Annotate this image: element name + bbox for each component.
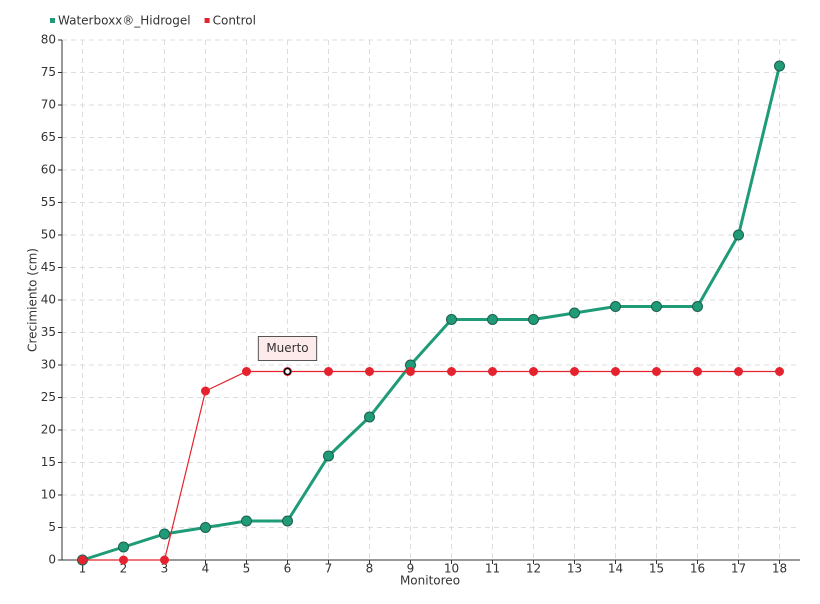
series-line (82, 370, 780, 561)
data-point (282, 515, 293, 527)
data-point (160, 555, 169, 565)
data-point (78, 555, 87, 565)
data-point (611, 367, 620, 376)
data-point (570, 367, 579, 376)
data-point (447, 367, 456, 376)
x-tick-label: 13 (567, 562, 582, 576)
data-point (692, 301, 703, 312)
data-point (569, 307, 580, 319)
data-point (324, 367, 333, 376)
y-tick-label: 10 (41, 488, 56, 502)
legend-swatch (204, 18, 210, 23)
y-tick-label: 5 (48, 520, 56, 534)
data-point (365, 367, 374, 376)
data-point (323, 450, 334, 462)
y-tick-label: 25 (41, 390, 56, 404)
data-point (693, 367, 702, 376)
data-point (487, 314, 498, 325)
data-point (529, 367, 538, 376)
data-point (652, 367, 661, 376)
x-tick-label: 3 (161, 562, 169, 576)
annotation-box (257, 336, 318, 361)
legend-label: Control (213, 14, 256, 28)
data-point (734, 367, 743, 376)
y-tick-label: 60 (41, 163, 56, 177)
y-tick-label: 30 (41, 358, 56, 372)
legend-label: Waterboxx®_Hidrogel (58, 14, 191, 28)
data-point (200, 522, 211, 533)
y-tick-label: 55 (41, 195, 56, 209)
y-axis-label: Crecimiento (cm) (26, 248, 40, 352)
annotation-label: Muerto (266, 341, 308, 355)
x-tick-label: 7 (325, 562, 333, 576)
x-tick-label: 8 (366, 562, 374, 576)
data-point (733, 229, 744, 241)
x-tick-label: 4 (202, 562, 210, 576)
annotation-point (283, 367, 292, 376)
y-tick-label: 65 (41, 130, 56, 144)
data-point (119, 555, 128, 565)
data-point (528, 314, 539, 325)
data-point (242, 367, 251, 376)
legend-swatch (50, 18, 55, 23)
x-tick-label: 14 (608, 562, 623, 576)
data-point (118, 541, 129, 553)
x-tick-label: 9 (407, 562, 415, 576)
data-point (364, 411, 375, 423)
y-tick-label: 80 (41, 33, 56, 47)
x-tick-label: 1 (79, 562, 87, 576)
data-point (775, 367, 784, 376)
series-line (82, 65, 781, 562)
data-point (774, 60, 785, 72)
y-tick-label: 45 (41, 260, 56, 274)
y-tick-label: 40 (41, 293, 56, 307)
x-tick-label: 15 (649, 562, 664, 576)
x-tick-label: 11 (485, 562, 500, 576)
data-point (610, 301, 621, 312)
y-tick-label: 75 (41, 65, 56, 79)
data-point (241, 515, 252, 527)
x-axis-label: Monitoreo (400, 574, 460, 588)
x-tick-label: 12 (526, 562, 541, 576)
y-tick-label: 20 (41, 423, 56, 437)
x-tick-label: 6 (284, 562, 292, 576)
x-tick-label: 17 (731, 562, 746, 576)
y-tick-label: 0 (48, 553, 56, 567)
x-tick-label: 18 (772, 562, 787, 576)
data-point (159, 528, 170, 540)
y-tick-label: 50 (41, 228, 56, 242)
data-point (446, 314, 457, 325)
data-point (488, 367, 497, 376)
data-point (201, 386, 210, 396)
x-tick-label: 16 (690, 562, 705, 576)
x-tick-label: 5 (243, 562, 251, 576)
data-point (651, 301, 662, 312)
y-tick-label: 15 (41, 455, 56, 469)
x-tick-label: 2 (120, 562, 128, 576)
x-tick-label: 10 (444, 562, 459, 576)
y-tick-label: 70 (41, 98, 56, 112)
y-tick-label: 35 (41, 325, 56, 339)
data-point (406, 367, 415, 376)
